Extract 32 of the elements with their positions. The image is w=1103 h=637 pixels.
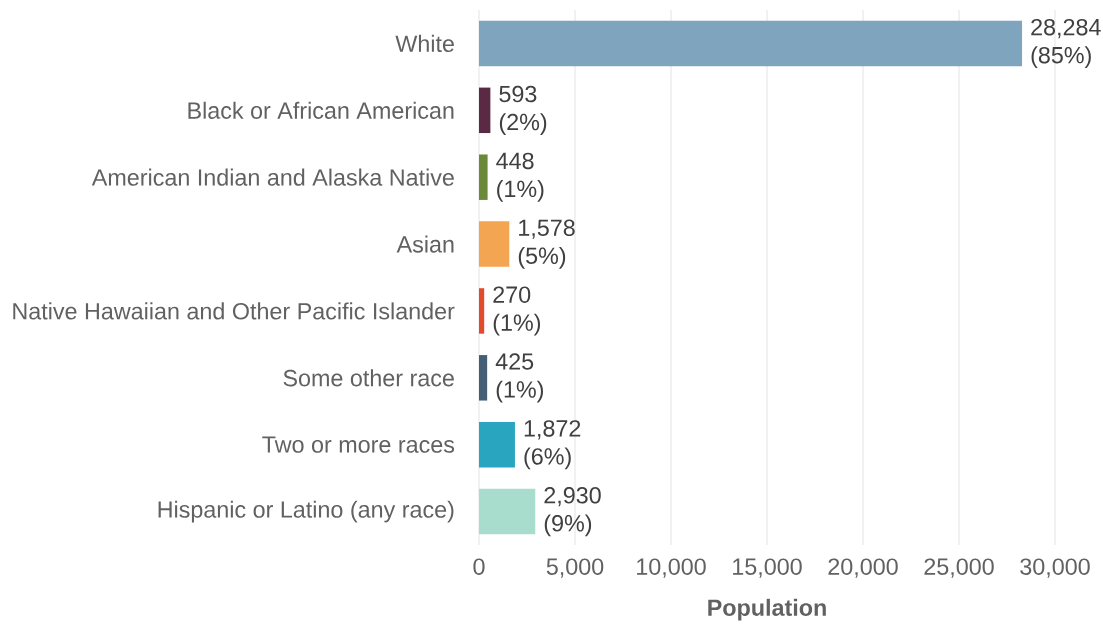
- bar: [479, 87, 491, 134]
- bar: [479, 221, 510, 267]
- bar: [479, 355, 488, 401]
- data-label: 2,930 (9%): [544, 487, 601, 537]
- y-tick-label: American Indian and Alaska Native: [91, 168, 454, 186]
- y-tick-label: White: [395, 34, 454, 53]
- y-tick-label: Hispanic or Latino (any race): [158, 500, 454, 523]
- data-label: 425 (1%): [495, 353, 544, 403]
- bar: [479, 20, 1023, 67]
- x-tick-label: 25,000: [924, 558, 994, 578]
- data-label: 270 (1%): [493, 286, 541, 336]
- bar: [479, 288, 485, 334]
- y-tick-label: Asian: [396, 235, 454, 253]
- bar: [479, 421, 515, 468]
- data-label: 1,872 (6%): [524, 420, 581, 470]
- x-tick-label: 30,000: [1020, 558, 1090, 578]
- x-tick-label: 10,000: [637, 558, 706, 578]
- x-axis-title: Population: [708, 598, 826, 621]
- y-tick-label: Two or more races: [262, 436, 455, 453]
- y-tick-label: Native Hawaiian and Other Pacific Islander: [13, 302, 455, 320]
- data-label: 448 (1%): [496, 152, 544, 202]
- bar: [479, 154, 488, 200]
- data-label: 1,578 (5%): [518, 219, 575, 269]
- bar: [479, 488, 536, 535]
- x-tick-label: 5,000: [546, 558, 604, 578]
- data-label: 28,284 (85%): [1031, 18, 1101, 69]
- x-tick-label: 0: [473, 558, 485, 575]
- data-label: 593 (2%): [499, 85, 547, 135]
- x-tick-label: 15,000: [733, 558, 802, 578]
- y-tick-label: Black or African American: [188, 101, 454, 119]
- y-tick-label: Some other race: [283, 369, 454, 387]
- x-tick-label: 20,000: [828, 558, 898, 578]
